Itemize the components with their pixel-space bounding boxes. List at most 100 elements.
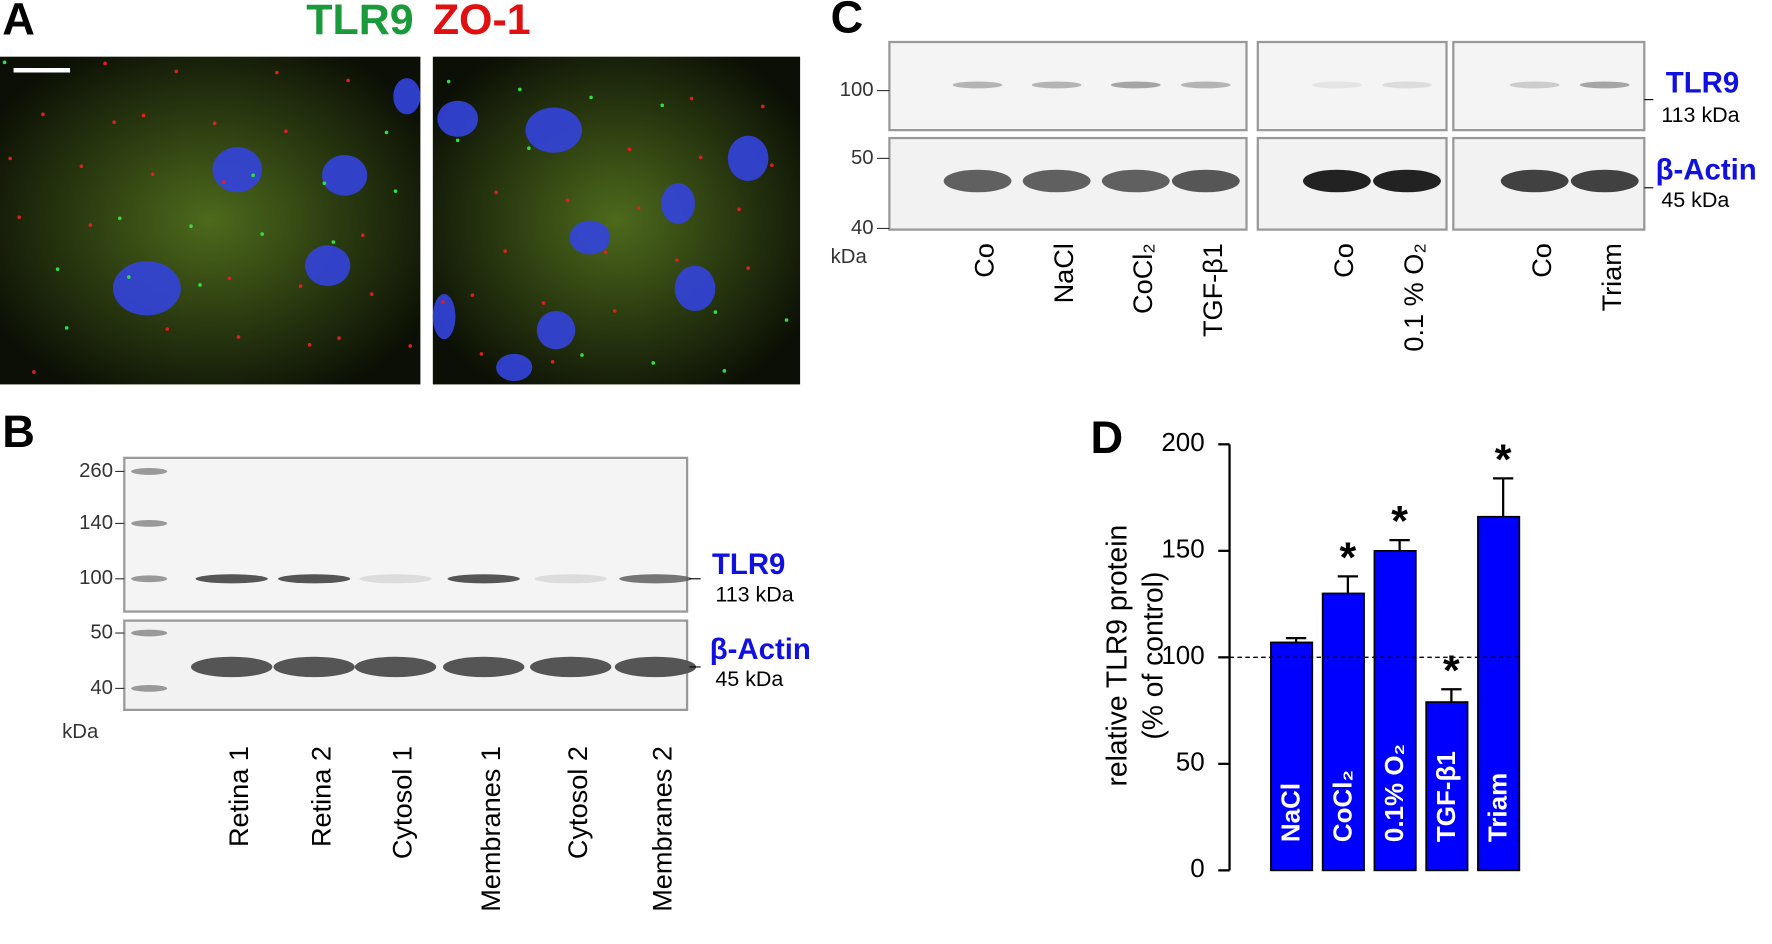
speck [88,223,93,227]
band [1579,81,1630,89]
band [359,574,432,584]
band [1312,81,1362,89]
speck [369,292,374,296]
speck [393,189,398,193]
y-axis-label: (% of control) [1136,572,1168,740]
y-tick-label: 50 [1176,747,1205,777]
speck [360,233,365,238]
marker-label: 100 [79,567,113,589]
panel-label: A [2,0,35,45]
nucleus [393,78,421,115]
speck [165,327,170,331]
speck [2,60,7,65]
speck [713,310,718,314]
band [619,574,692,584]
speck [141,113,146,118]
error-bar [1285,637,1307,643]
speck [408,344,413,348]
speck [112,120,116,125]
panel-label: B [2,406,35,457]
nucleus [432,294,456,340]
nucleus [674,265,716,311]
bar [1477,515,1521,872]
protein-label: TLR9 [1666,67,1739,100]
speck [589,95,593,100]
significance-marker: * [1495,436,1512,484]
speck [260,232,264,236]
lane-label: Membranes 2 [647,746,678,912]
lane-label: Cytosol 1 [387,746,418,859]
speck [32,370,36,374]
marker-label: 50 [90,621,113,643]
speck [612,309,617,313]
speck [221,180,226,184]
bar-label: NaCl [1276,783,1306,842]
unit-label: kDa [831,246,868,268]
band [943,169,1012,193]
speck [550,360,555,364]
speck [603,250,608,255]
micrograph-left [0,56,421,385]
speck [8,156,12,161]
speck [117,216,122,221]
lane-label: Triam [1596,243,1627,311]
band [530,656,612,678]
speck [698,155,703,160]
band [1509,81,1560,89]
bar [1270,641,1314,872]
speck [384,130,389,135]
band [1500,169,1569,193]
kda-label: 113 kDa [715,582,793,606]
speck [189,224,193,229]
band [273,656,355,678]
kda-label: 113 kDa [1661,103,1739,127]
speck [337,336,341,340]
band [354,656,437,678]
speck [284,129,288,134]
speck [227,276,232,280]
lane-label: NaCl [1048,243,1079,303]
protein-label: TLR9 [712,548,785,581]
band [952,81,1003,89]
ladder-band [131,468,168,475]
micrograph-right [432,56,801,385]
speck [722,369,727,373]
marker-label: 260 [79,460,113,482]
unit-label: kDa [62,721,99,743]
speck [322,181,327,186]
speck [675,258,679,262]
speck [565,198,570,203]
y-axis-label: relative TLR9 protein [1100,525,1132,787]
speck [470,293,475,297]
speck [41,112,45,117]
speck [770,163,774,167]
nucleus [437,100,479,137]
band [1303,169,1371,193]
error-bar [1492,477,1514,517]
speck [251,173,255,178]
band [1171,169,1240,193]
speck [64,326,69,330]
protein-label: β-Actin [1656,154,1757,187]
speck [198,283,202,287]
speck [746,266,750,270]
panel-a-title-red: ZO-1 [433,0,531,44]
protein-label: β-Actin [710,633,811,666]
speck [275,70,279,75]
lane-label: Membranes 1 [475,746,506,912]
speck [689,96,694,101]
lane-label: CoCl₂ [1127,243,1158,314]
band [1570,169,1639,193]
bar [1321,592,1365,872]
band [1110,81,1161,89]
speck [636,206,641,210]
speck [127,275,131,279]
speck [580,353,584,357]
bar-label: TGF-β1 [1431,751,1461,842]
speck [79,164,84,169]
ladder-band [131,685,168,692]
lane-label: Co [1328,243,1359,278]
lane-label: Co [1526,243,1557,278]
